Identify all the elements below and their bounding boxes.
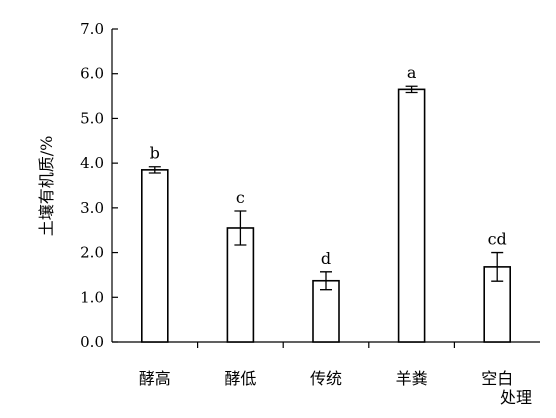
bar bbox=[312, 279, 340, 343]
bar bbox=[483, 266, 512, 343]
category-label: 空白 bbox=[481, 369, 513, 388]
significance-label: cd bbox=[488, 230, 507, 249]
category-label: 羊粪 bbox=[396, 369, 428, 388]
significance-label: a bbox=[407, 63, 417, 82]
labels-group: 0.0 1.0 2.0 3.0 4.0 5.0 6.0 7.0 b 酵高 c 酵低 d 传统 a 羊粪 cd 空白 bbox=[80, 20, 513, 388]
error-bar bbox=[405, 85, 418, 94]
significance-label: d bbox=[321, 249, 331, 268]
bar bbox=[141, 169, 169, 343]
y-tick-label: 1.0 bbox=[80, 288, 104, 306]
error-bar bbox=[234, 210, 247, 246]
y-tick-label: 0.0 bbox=[80, 333, 104, 351]
y-tick-label: 5.0 bbox=[80, 109, 104, 127]
bar bbox=[397, 88, 426, 343]
x-axis-title: 处理 bbox=[500, 388, 532, 407]
category-label: 酵高 bbox=[139, 369, 171, 388]
y-tick-label: 2.0 bbox=[80, 244, 104, 262]
y-axis-title: 土壤有机质/% bbox=[37, 136, 56, 237]
error-bars-group bbox=[148, 85, 504, 291]
y-tick-label: 7.0 bbox=[80, 20, 104, 38]
y-tick-label: 3.0 bbox=[80, 199, 104, 217]
y-tick-label: 6.0 bbox=[80, 65, 104, 83]
error-bar bbox=[491, 251, 504, 282]
significance-label: c bbox=[236, 188, 245, 207]
category-label: 传统 bbox=[310, 369, 342, 388]
bars-group bbox=[141, 88, 512, 343]
y-tick-label: 4.0 bbox=[80, 154, 104, 172]
category-label: 酵低 bbox=[224, 369, 256, 388]
error-bar bbox=[148, 166, 161, 174]
significance-label: b bbox=[150, 144, 160, 163]
bar bbox=[226, 227, 255, 343]
axes-group bbox=[111, 28, 540, 348]
error-bar bbox=[320, 271, 332, 291]
